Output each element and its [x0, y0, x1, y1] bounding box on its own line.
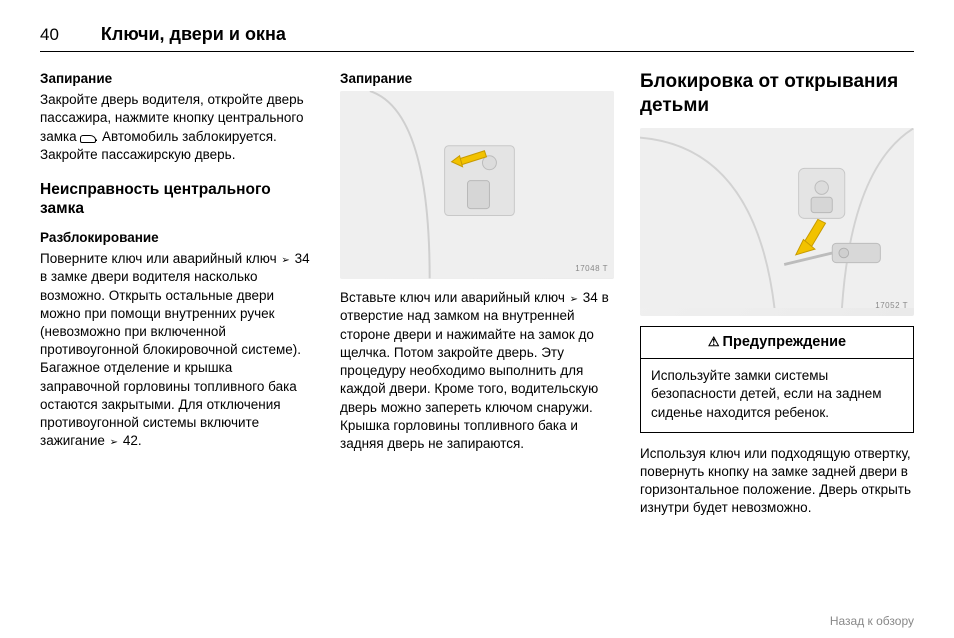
warning-body: Используйте замки системы безопасности д… — [641, 359, 913, 432]
col2-figure: 17048 T — [340, 91, 614, 279]
warning-heading: Предупреждение — [641, 327, 913, 360]
col1-h2: Неисправность центрального замка — [40, 180, 314, 219]
column-3: Блокировка от открывания детьми 17052 T — [640, 70, 914, 524]
col1-sub2-body: Поверните ключ или аварийный ключ 34 в з… — [40, 250, 314, 450]
content-columns: Запирание Закройте дверь водителя, откро… — [40, 70, 914, 524]
col1-sub2-ref: 34 — [295, 251, 310, 266]
page-number: 40 — [40, 25, 59, 45]
col3-figure: 17052 T — [640, 128, 914, 316]
ref-arrow-icon — [280, 251, 290, 266]
column-2: Запирание 17048 T Вставьте ключ или авар… — [340, 70, 614, 524]
col2-figure-caption: 17048 T — [575, 264, 608, 275]
col1-sub2-ref2: 42 — [123, 433, 138, 448]
page-header: 40 Ключи, двери и окна — [40, 24, 914, 52]
col2-sub-title: Запирание — [340, 70, 614, 88]
col1-sub2-title: Разблокирование — [40, 229, 314, 247]
warning-box: Предупреждение Используйте замки системы… — [640, 326, 914, 433]
col3-figure-svg — [640, 128, 914, 309]
col3-body: Используя ключ или подходящую отвертку, … — [640, 445, 914, 518]
column-1: Запирание Закройте дверь водителя, откро… — [40, 70, 314, 524]
col1-sub1-body: Закройте дверь водителя, откройте дверь … — [40, 91, 314, 164]
car-icon — [80, 133, 94, 142]
ref-arrow-icon — [569, 290, 579, 305]
col2-body-a: Вставьте ключ или аварийный ключ — [340, 290, 569, 305]
col1-sub2-body-b: в замке двери водителя насколько возможн… — [40, 269, 301, 448]
footer-link[interactable]: Назад к обзору — [830, 614, 914, 628]
page-title: Ключи, двери и окна — [101, 24, 286, 45]
warning-title-text: Предупреждение — [723, 334, 847, 350]
col2-figure-svg — [340, 91, 614, 278]
col3-h1: Блокировка от открывания детьми — [640, 70, 914, 118]
col1-sub1-title: Запирание — [40, 70, 314, 88]
col1-sub2-body-a: Поверните ключ или аварийный ключ — [40, 251, 280, 266]
col1-sub2-body-c: . — [138, 433, 142, 448]
page: 40 Ключи, двери и окна Запирание Закройт… — [0, 0, 954, 638]
warning-triangle-icon — [708, 334, 723, 350]
col2-body: Вставьте ключ или аварийный ключ 34 в от… — [340, 289, 614, 453]
col2-body-b: в отверстие над замком на внутренней сто… — [340, 290, 609, 451]
col2-ref: 34 — [583, 290, 598, 305]
col3-figure-caption: 17052 T — [875, 301, 908, 312]
ref-arrow-icon — [109, 433, 119, 448]
